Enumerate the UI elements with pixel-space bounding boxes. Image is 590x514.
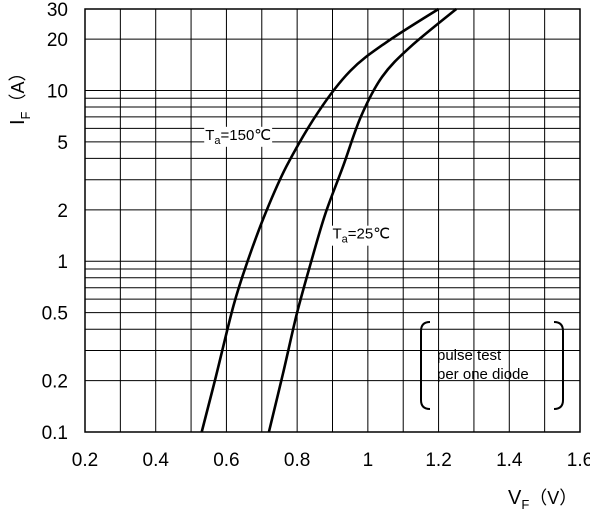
y-tick-label: 1 (57, 252, 68, 273)
grid (84, 8, 581, 433)
series-label-background (331, 225, 392, 246)
series-line-ta-25 (267, 7, 458, 433)
series-layer (200, 7, 458, 433)
x-tick-label: 0.6 (213, 450, 239, 471)
x-tick-label: 1.4 (496, 450, 523, 471)
y-axis-title: IF（A） (7, 63, 33, 125)
x-tick-label: 0.4 (143, 450, 170, 471)
x-tick-label: 1 (363, 450, 374, 471)
x-tick-label: 0.8 (284, 450, 310, 471)
y-tick-label: 0.2 (42, 372, 68, 393)
x-axis-title: VF（V） (508, 487, 577, 512)
annotation-line-2: per one diode (437, 366, 529, 383)
y-tick-label: 0.5 (42, 304, 68, 325)
right-bracket (553, 321, 564, 410)
y-tick-label: 30 (47, 0, 68, 21)
y-tick-label: 2 (57, 201, 68, 222)
series-label-background (204, 126, 273, 147)
y-tick-label: 5 (57, 133, 68, 154)
plot-frame (84, 8, 581, 433)
annotation-line-1: pulse test (437, 347, 502, 364)
y-tick-label: 10 (47, 81, 68, 102)
x-tick-label: 0.2 (72, 450, 98, 471)
x-tick-label: 1.2 (425, 450, 451, 471)
y-tick-label: 0.1 (42, 423, 68, 444)
annotation-box: pulse test per one diode (420, 321, 564, 410)
x-tick-label: 1.6 (567, 450, 590, 471)
series-label-ta-25: Ta=25℃ (333, 226, 391, 246)
series-label-ta-150: Ta=150℃ (205, 127, 271, 147)
left-bracket (420, 321, 431, 410)
series-line-ta-150 (200, 7, 440, 433)
y-tick-label: 20 (47, 30, 68, 51)
